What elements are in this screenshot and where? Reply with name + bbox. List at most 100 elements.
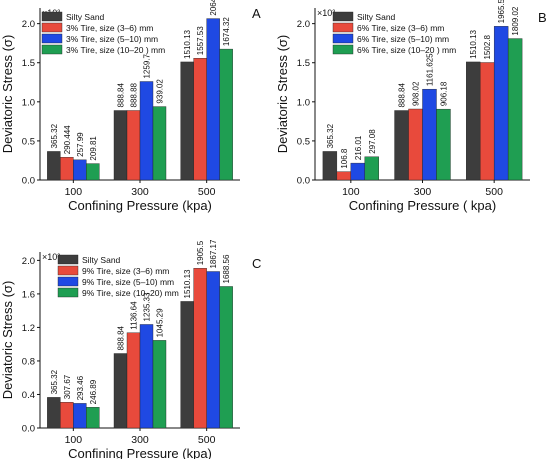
legend-swatch [332,44,354,55]
bar [113,110,128,181]
legend-label: 6% Tire, size (3–6) mm [357,23,444,33]
bar [193,268,207,429]
bar [322,151,338,181]
chart-panel-c: 0.0 0.4 0.8 1.2 1.6 2.0 ×10³ Deviatoric Stress … [0,239,261,459]
y-tick-label: 1.2 [22,323,35,334]
bar [60,402,74,429]
x-axis-title: Confining Pressure ( kpa) [349,198,496,213]
x-tick-label: 300 [414,186,432,198]
data-label: 1502.8 [483,34,492,59]
bar [152,340,167,429]
bar [507,38,523,181]
bar [364,156,379,181]
y-tick-label: 0.8 [22,356,35,367]
y-tick-label: 2.0 [22,19,35,30]
x-tick-label: 100 [65,434,83,446]
legend-swatch [57,287,79,298]
bar [180,61,194,181]
y-tick-label: 0.5 [297,136,310,147]
legend-swatch [332,33,354,44]
bar [47,397,61,429]
panel-letter: A [252,6,261,21]
bar [139,324,154,429]
legend-label: 6% Tire, size (10–20 ) mm [357,45,456,55]
legend-label: 9% Tire, size (3–6) mm [82,266,169,276]
bar [350,162,366,181]
y-axis-title: Deviatoric Stress (σ) [275,35,290,154]
bar [206,18,220,181]
bar [139,81,154,181]
bar [47,151,61,181]
bar [422,88,437,181]
data-label: 209.81 [89,136,98,161]
legend-label: Silty Sand [66,12,105,22]
legend-swatch [57,265,79,276]
legend-label: Silty Sand [357,12,396,22]
legend-swatch [57,276,79,287]
legend-label: Silty Sand [82,255,121,265]
legend-label: 9% Tire, size (5–10) mm [82,277,174,287]
bar [152,106,167,181]
x-tick-label: 100 [342,186,360,198]
bar [193,58,207,181]
data-label: 888.84 [398,82,407,107]
data-label: 939.02 [156,79,165,104]
data-label: 1510.13 [183,29,192,58]
legend-label: 9% Tire, size (10–20) mm [82,288,179,298]
data-label: 1259.7 [143,53,152,78]
x-tick-label: 300 [131,186,149,198]
y-axis-title: Deviatoric Stress (σ) [0,281,15,400]
data-label: 1905.5 [196,240,205,265]
y-tick-label: 1.6 [22,289,35,300]
y-tick-label: 2.0 [297,19,310,30]
data-label: 906.18 [439,81,448,106]
x-tick-label: 100 [65,186,83,198]
data-label: 365.32 [50,123,59,148]
bar [126,110,141,181]
bar [466,61,481,181]
bar [86,407,100,429]
legend-label: 3% Tire, size (10–20 ) mm [66,45,165,55]
chart-panel-b: 0.0 0.5 1.0 1.5 2.0 ×10³ Deviatoric Stress (σ)… [275,0,547,213]
bar [113,353,128,429]
bar [60,157,74,181]
bar [73,159,87,181]
legend-swatch [332,22,354,33]
bar [436,108,451,181]
bar [219,48,233,181]
y-tick-label: 0.0 [22,176,35,187]
data-label: 246.89 [89,379,98,404]
x-tick-label: 500 [198,186,216,198]
x-tick-label: 500 [485,186,503,198]
data-label: 1965.54 [497,0,506,23]
bar [479,62,495,181]
bar [180,301,194,429]
data-label: 106.8 [340,148,349,169]
data-label: 1510.13 [469,29,478,58]
data-label: 216.01 [354,135,363,160]
data-label: 1809.02 [511,6,520,35]
data-label: 1510.13 [183,269,192,298]
data-label: 1045.29 [156,308,165,337]
legend-swatch [41,11,63,22]
data-label: 1161.625 [425,53,434,86]
legend-swatch [57,254,79,265]
x-tick-label: 300 [131,434,149,446]
y-tick-label: 0.4 [22,390,35,401]
y-axis-title: Deviatoric Stress (σ) [0,35,15,154]
y-tick-label: 0.0 [297,176,310,187]
legend-swatch [41,22,63,33]
data-label: 2064.41 [209,0,218,16]
legend-label: 3% Tire, size (5–10) mm [66,34,158,44]
bar [206,271,220,429]
data-label: 257.99 [76,132,85,157]
bar [493,26,509,181]
x-axis-title: Confining Pressure (kpa) [68,446,212,459]
bar [126,332,141,429]
data-label: 365.32 [50,369,59,394]
y-scale-label: ×10³ [317,8,335,18]
